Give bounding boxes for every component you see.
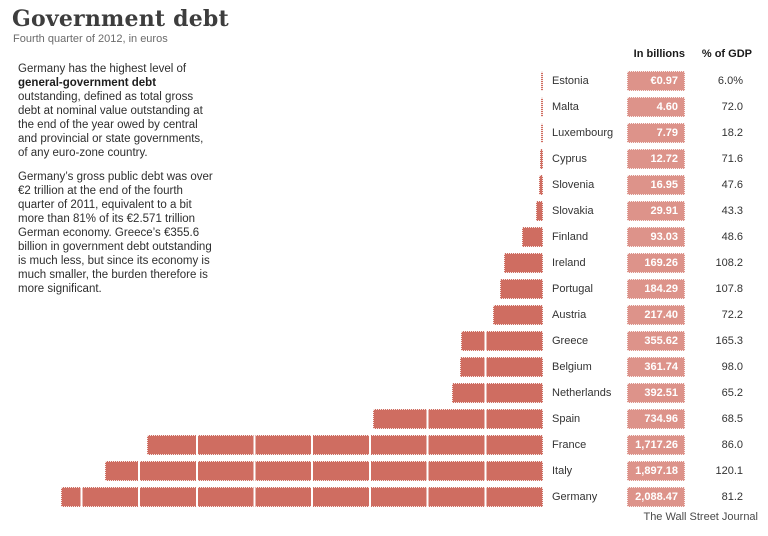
debt-bar (147, 435, 543, 455)
column-header-in-billions: In billions (633, 48, 685, 60)
chart-row: Cyprus 12.72 71.6 (0, 149, 768, 169)
debt-value-box: 16.95 (627, 175, 685, 195)
gdp-percent-value: 18.2 (721, 127, 743, 139)
chart-row: Malta 4.60 72.0 (0, 97, 768, 117)
debt-value-box: €0.97 (627, 71, 685, 91)
gdp-percent-value: 120.1 (715, 465, 743, 477)
debt-value-box: 2,088.47 (627, 487, 685, 507)
chart-row: Italy 1,897.18 120.1 (0, 461, 768, 481)
debt-bar (536, 201, 543, 221)
debt-value-box: 355.62 (627, 331, 685, 351)
chart-row: Spain 734.96 68.5 (0, 409, 768, 429)
debt-bar (541, 97, 543, 117)
commentary-p1-pre: Germany has the highest level of (18, 63, 187, 75)
debt-bar (461, 331, 543, 351)
chart-row: Finland 93.03 48.6 (0, 227, 768, 247)
country-label: Italy (552, 465, 573, 477)
gdp-percent-value: 107.8 (715, 283, 743, 295)
debt-bar (540, 149, 543, 169)
gdp-percent-value: 86.0 (721, 439, 743, 451)
commentary-p1-post: outstanding, defined as total gross debt… (18, 91, 204, 159)
gdp-percent-value: 6.0% (717, 75, 743, 87)
debt-bar (105, 461, 543, 481)
chart-row: Germany 2,088.47 81.2 (0, 487, 768, 507)
debt-bar (373, 409, 543, 429)
column-header-pct-of-gdp: % of GDP (701, 48, 752, 60)
debt-bar (522, 227, 543, 247)
chart-row: Netherlands 392.51 65.2 (0, 383, 768, 403)
chart-row: Austria 217.40 72.2 (0, 305, 768, 325)
debt-bar (539, 175, 543, 195)
column-headers: In billions % of GDP (0, 48, 768, 63)
country-label: France (552, 439, 587, 451)
gdp-percent-value: 48.6 (721, 231, 743, 243)
country-label: Ireland (552, 257, 586, 269)
gdp-percent-value: 71.6 (721, 153, 743, 165)
debt-value-box: 1,717.26 (627, 435, 685, 455)
chart-row: France 1,717.26 86.0 (0, 435, 768, 455)
debt-bar (61, 487, 543, 507)
gdp-percent-value: 81.2 (721, 491, 743, 503)
chart-row: Portugal 184.29 107.8 (0, 279, 768, 299)
commentary-block: Germany has the highest level of general… (18, 62, 214, 306)
gdp-percent-value: 72.0 (721, 101, 743, 113)
gdp-percent-value: 108.2 (715, 257, 743, 269)
chart-rows: Estonia €0.97 6.0% Malta 4.60 72.0 Luxem… (0, 71, 768, 513)
gdp-percent-value: 43.3 (721, 205, 743, 217)
debt-value-box: 12.72 (627, 149, 685, 169)
country-label: Malta (552, 101, 579, 113)
debt-bar (493, 305, 543, 325)
country-label: Portugal (552, 283, 593, 295)
debt-bar (460, 357, 543, 377)
debt-value-box: 4.60 (627, 97, 685, 117)
gdp-percent-value: 165.3 (715, 335, 743, 347)
gdp-percent-value: 98.0 (721, 361, 743, 373)
chart-row: Luxembourg 7.79 18.2 (0, 123, 768, 143)
debt-value-box: 29.91 (627, 201, 685, 221)
debt-value-box: 361.74 (627, 357, 685, 377)
country-label: Spain (552, 413, 581, 425)
page-title: Government debt (12, 6, 229, 32)
chart-row: Ireland 169.26 108.2 (0, 253, 768, 273)
source-credit: The Wall Street Journal (643, 511, 758, 523)
country-label: Greece (552, 335, 589, 347)
debt-value-box: 184.29 (627, 279, 685, 299)
chart-row: Belgium 361.74 98.0 (0, 357, 768, 377)
country-label: Netherlands (552, 387, 612, 399)
chart-row: Slovenia 16.95 47.6 (0, 175, 768, 195)
country-label: Luxembourg (552, 127, 614, 139)
gdp-percent-value: 47.6 (721, 179, 743, 191)
debt-bar (504, 253, 543, 273)
gdp-percent-value: 68.5 (721, 413, 743, 425)
debt-value-box: 217.40 (627, 305, 685, 325)
country-label: Slovenia (552, 179, 595, 191)
country-label: Slovakia (552, 205, 594, 217)
debt-value-box: 169.26 (627, 253, 685, 273)
country-label: Austria (552, 309, 587, 321)
debt-value-box: 7.79 (627, 123, 685, 143)
gdp-percent-value: 65.2 (721, 387, 743, 399)
debt-value-box: 392.51 (627, 383, 685, 403)
debt-bar (541, 123, 543, 143)
commentary-p1-bold: general-government debt (18, 77, 157, 89)
debt-bar (500, 279, 543, 299)
gdp-percent-value: 72.2 (721, 309, 743, 321)
debt-bar (452, 383, 543, 403)
debt-bar (541, 71, 543, 91)
commentary-paragraph-2: Germany’s gross public debt was over €2 … (18, 171, 213, 295)
chart-row: Slovakia 29.91 43.3 (0, 201, 768, 221)
country-label: Finland (552, 231, 589, 243)
country-label: Germany (552, 491, 598, 503)
country-label: Cyprus (552, 153, 587, 165)
debt-value-box: 93.03 (627, 227, 685, 247)
debt-value-box: 1,897.18 (627, 461, 685, 481)
debt-value-box: 734.96 (627, 409, 685, 429)
country-label: Estonia (552, 75, 589, 87)
country-label: Belgium (552, 361, 592, 373)
page-subtitle: Fourth quarter of 2012, in euros (13, 33, 168, 45)
chart-row: Greece 355.62 165.3 (0, 331, 768, 351)
commentary-paragraph-1: Germany has the highest level of general… (18, 62, 214, 160)
chart-row: Estonia €0.97 6.0% (0, 71, 768, 91)
